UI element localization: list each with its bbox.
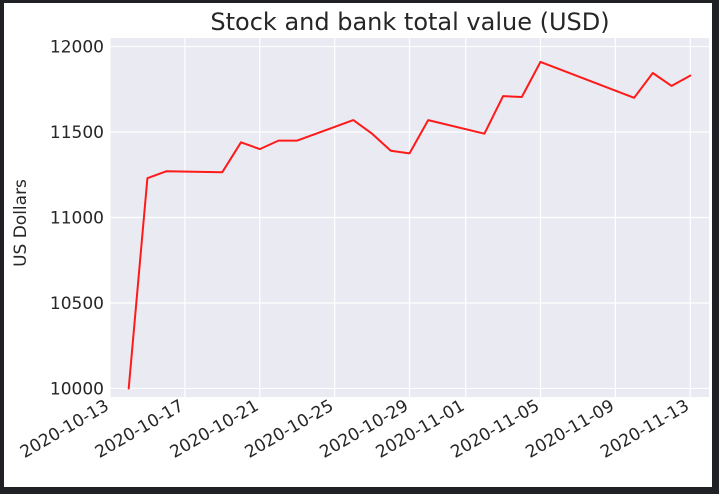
- y-tick-label: 11000: [50, 209, 104, 229]
- x-gridlines: [109, 38, 691, 397]
- series-line: [127, 60, 692, 390]
- y-tick-label: 12000: [50, 38, 104, 58]
- x-tick-labels: 2020-10-132020-10-172020-10-212020-10-25…: [17, 396, 693, 463]
- y-tick-label: 10000: [50, 379, 104, 399]
- y-axis-label: US Dollars: [11, 179, 31, 267]
- y-tick-label: 10500: [50, 294, 104, 314]
- series-group: [127, 60, 692, 390]
- y-tick-label: 11500: [50, 123, 104, 143]
- chart-figure: 10000 10500 11000 11500 12000 2020-10-13 2020…: [4, 3, 712, 487]
- chart-svg: 10000 10500 11000 11500 12000 2020-10-132020…: [11, 8, 709, 463]
- chart-title: Stock and bank total value (USD): [210, 8, 609, 36]
- y-tick-labels: 10000 10500 11000 11500 12000: [50, 38, 104, 400]
